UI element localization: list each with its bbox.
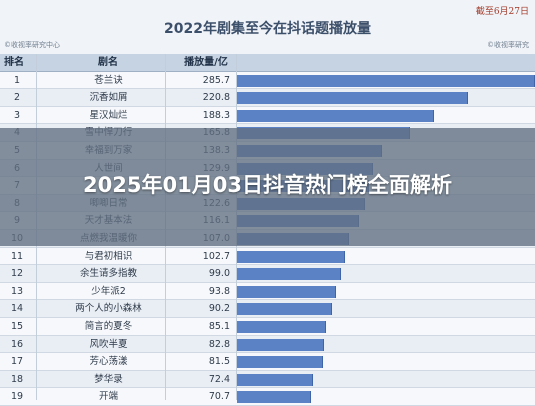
title-overlay-band	[0, 128, 535, 246]
rank-cell: 16	[10, 338, 24, 350]
play-count-bar	[237, 109, 434, 122]
drama-name-cell: 苍兰诀	[94, 74, 123, 86]
play-count-bar	[237, 92, 468, 105]
rank-cell: 2	[13, 92, 21, 104]
table-row: 19 开端 70.7	[0, 388, 535, 406]
table-row: 13 少年派2 93.8	[0, 282, 535, 301]
table-row: 15 简言的夏冬 85.1	[0, 318, 535, 336]
play-count-bar	[237, 268, 341, 281]
play-count-bar	[237, 356, 323, 369]
drama-name-cell: 芳心荡漾	[89, 356, 128, 368]
rank-cell: 19	[10, 391, 24, 403]
play-count-cell: 82.8	[208, 338, 230, 350]
play-count-cell: 72.4	[208, 373, 230, 385]
chart-title: 2022年剧集至今在抖话题播放量	[164, 21, 371, 37]
play-count-cell: 99.0	[208, 268, 230, 280]
column-header-rank: 排名	[4, 57, 24, 68]
source-watermark-left: ©收视率研究中心	[4, 41, 60, 49]
play-count-bar	[237, 285, 336, 298]
drama-name-cell: 星汉灿烂	[89, 109, 128, 121]
column-header-plays: 播放量/亿	[184, 57, 228, 68]
play-count-bar	[237, 391, 312, 404]
rank-cell: 3	[13, 109, 21, 121]
play-count-cell: 81.5	[208, 356, 230, 368]
drama-name-cell: 风吹半夏	[89, 338, 128, 350]
table-row: 1 苍兰诀 285.7	[0, 71, 535, 90]
rank-cell: 17	[10, 356, 24, 368]
drama-name-cell: 开端	[98, 391, 118, 403]
rank-cell: 11	[10, 250, 24, 262]
source-watermark-right: ©收视率研究	[487, 41, 529, 49]
play-count-cell: 70.7	[208, 391, 230, 403]
rank-cell: 1	[13, 74, 21, 86]
play-count-bar	[237, 303, 332, 316]
play-count-cell: 102.7	[202, 250, 230, 262]
table-row: 3 星汉灿烂 188.3	[0, 106, 535, 125]
rank-cell: 13	[10, 285, 24, 297]
rank-cell: 15	[10, 321, 24, 332]
play-count-cell: 93.8	[208, 285, 230, 297]
play-count-bar	[237, 338, 325, 351]
play-count-cell: 285.7	[202, 74, 230, 86]
play-count-cell: 90.2	[208, 303, 230, 315]
drama-name-cell: 沉香如屑	[89, 92, 128, 104]
chart-header: 2022年剧集至今在抖话题播放量 截至6月27日 ©收视率研究中心 ©收视率研究	[0, 0, 535, 54]
play-count-bar	[237, 321, 327, 333]
table-header: 排名 剧名 播放量/亿	[0, 54, 535, 72]
table-row: 18 梦华录 72.4	[0, 370, 535, 389]
rank-cell: 14	[10, 303, 24, 315]
column-header-name: 剧名	[98, 57, 118, 68]
rank-cell: 18	[10, 373, 24, 385]
play-count-bar	[237, 250, 345, 263]
drama-name-cell: 与君初相识	[84, 250, 133, 262]
table-row: 16 风吹半夏 82.8	[0, 335, 535, 354]
rank-cell: 12	[10, 268, 24, 280]
table-row: 17 芳心荡漾 81.5	[0, 353, 535, 371]
play-count-cell: 188.3	[202, 109, 230, 121]
table-row: 12 余生请多指教 99.0	[0, 265, 535, 283]
table-row: 11 与君初相识 102.7	[0, 247, 535, 266]
play-count-cell: 85.1	[208, 321, 230, 332]
drama-name-cell: 两个人的小森林	[75, 303, 142, 315]
play-count-cell: 220.8	[202, 92, 230, 104]
drama-name-cell: 少年派2	[91, 285, 126, 297]
play-count-bar	[237, 74, 535, 87]
date-stamp: 截至6月27日	[475, 7, 529, 17]
play-count-bar	[237, 373, 314, 386]
table-row: 14 两个人的小森林 90.2	[0, 300, 535, 318]
table-row: 2 沉香如屑 220.8	[0, 89, 535, 107]
drama-name-cell: 简言的夏冬	[84, 321, 133, 332]
drama-name-cell: 余生请多指教	[79, 268, 137, 280]
drama-name-cell: 梦华录	[94, 373, 123, 385]
article-title: 2025年01月03日抖音热门榜全面解析	[83, 173, 452, 197]
